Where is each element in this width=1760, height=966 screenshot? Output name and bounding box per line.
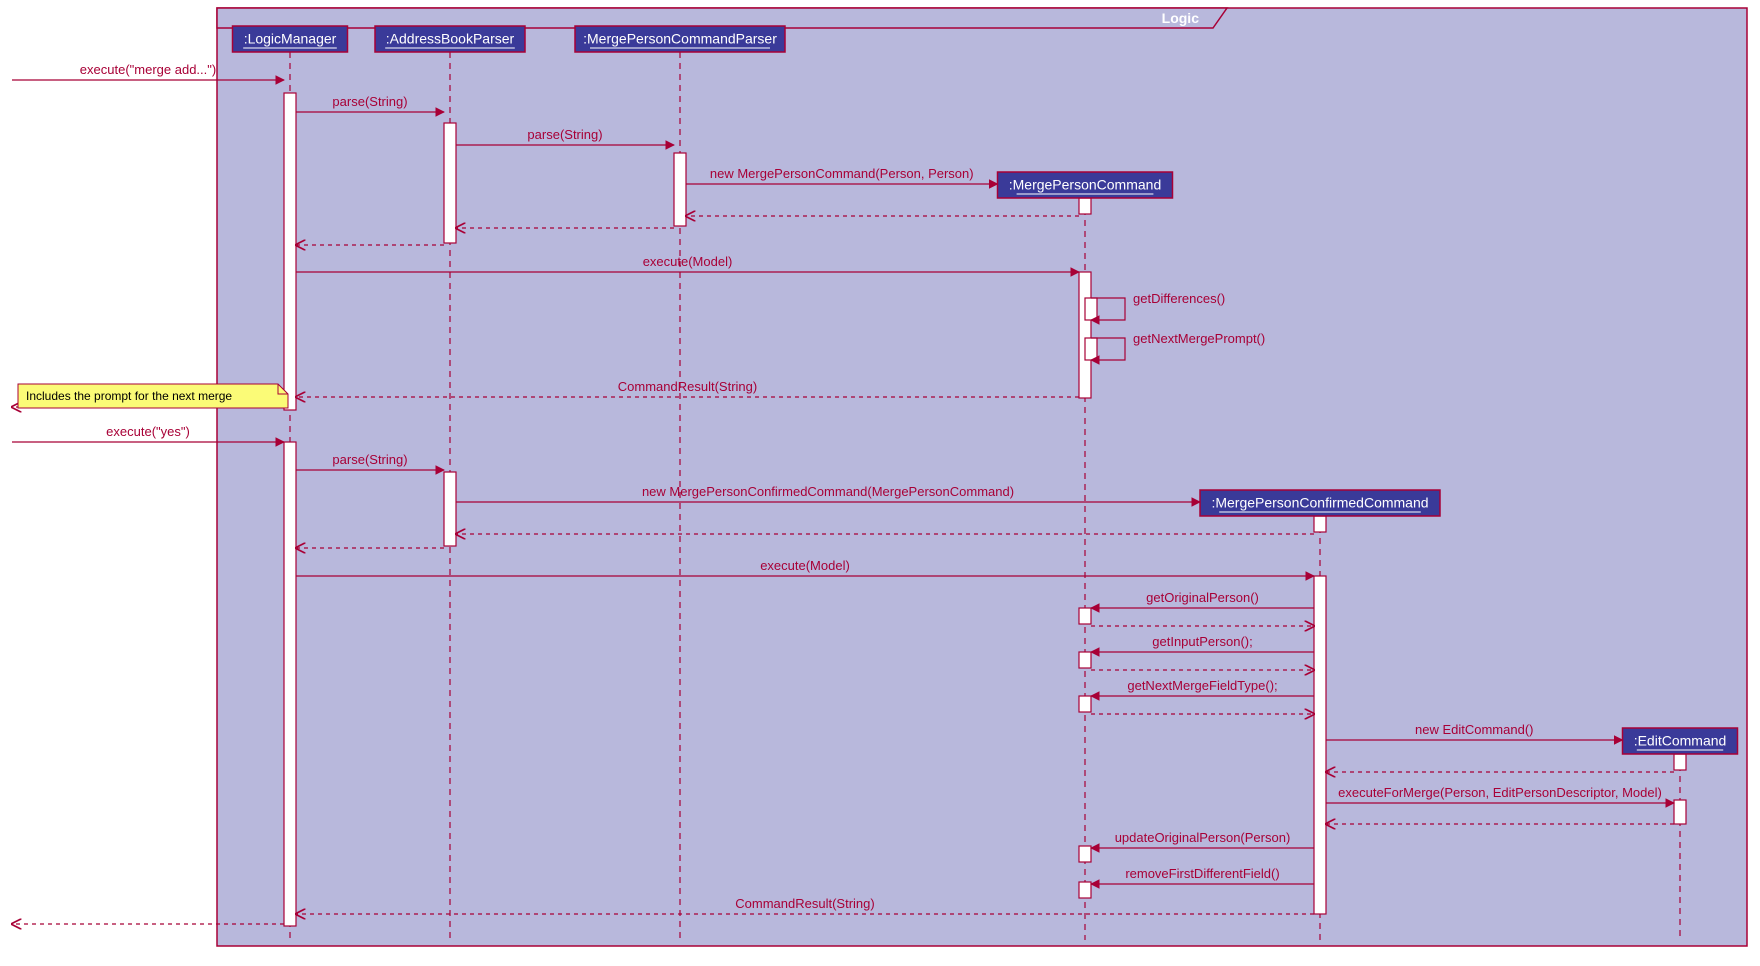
msg-label-7: getDifferences() — [1133, 291, 1225, 306]
msg-label-20: getNextMergeFieldType(); — [1127, 678, 1277, 693]
msg-label-1: parse(String) — [332, 94, 407, 109]
activation-mpc — [1085, 298, 1097, 320]
activation-lm — [284, 93, 296, 410]
activation-abp — [444, 472, 456, 546]
activation-mpc — [1079, 846, 1091, 862]
msg-label-8: getNextMergePrompt() — [1133, 331, 1265, 346]
participant-label-mpc: :MergePersonCommand — [1009, 177, 1162, 193]
create-label-mpcc: new MergePersonConfirmedCommand(MergePer… — [642, 484, 1014, 499]
activation-mpc — [1079, 198, 1091, 214]
create-label-ec: new EditCommand() — [1415, 722, 1534, 737]
activation-ec — [1674, 754, 1686, 770]
msg-label-6: execute(Model) — [643, 254, 733, 269]
activation-mpcc — [1314, 516, 1326, 532]
activation-ec — [1674, 800, 1686, 824]
activation-mpc — [1079, 272, 1091, 398]
msg-label-0: execute("merge add...") — [80, 62, 216, 77]
activation-mpcp — [674, 153, 686, 226]
msg-label-12: parse(String) — [332, 452, 407, 467]
activation-mpc — [1079, 652, 1091, 668]
msg-label-23: executeForMerge(Person, EditPersonDescri… — [1338, 785, 1662, 800]
activation-mpc — [1079, 696, 1091, 712]
participant-label-mpcp: :MergePersonCommandParser — [583, 31, 777, 47]
msg-label-27: CommandResult(String) — [735, 896, 874, 911]
create-label-mpc: new MergePersonCommand(Person, Person) — [710, 166, 974, 181]
msg-label-26: removeFirstDifferentField() — [1125, 866, 1279, 881]
participant-label-mpcc: :MergePersonConfirmedCommand — [1211, 495, 1428, 511]
activation-mpc — [1079, 608, 1091, 624]
activation-mpc — [1079, 882, 1091, 898]
frame-title-tab — [217, 8, 1227, 28]
activation-mpcc — [1314, 576, 1326, 914]
frame-title: Logic — [1162, 10, 1200, 26]
note-text: Includes the prompt for the next merge — [26, 389, 232, 403]
msg-label-18: getInputPerson(); — [1152, 634, 1252, 649]
activation-abp — [444, 123, 456, 243]
activation-lm — [284, 442, 296, 926]
msg-label-11: execute("yes") — [106, 424, 190, 439]
msg-label-2: parse(String) — [527, 127, 602, 142]
msg-label-15: execute(Model) — [760, 558, 850, 573]
msg-label-25: updateOriginalPerson(Person) — [1115, 830, 1291, 845]
participant-label-lm: :LogicManager — [244, 31, 337, 47]
sequence-diagram: Logic :LogicManager :AddressBookParser :Mer… — [0, 0, 1760, 966]
msg-label-16: getOriginalPerson() — [1146, 590, 1259, 605]
msg-label-9: CommandResult(String) — [618, 379, 757, 394]
participant-label-ec: :EditCommand — [1634, 733, 1727, 749]
activation-mpc — [1085, 338, 1097, 360]
participant-label-abp: :AddressBookParser — [386, 31, 515, 47]
